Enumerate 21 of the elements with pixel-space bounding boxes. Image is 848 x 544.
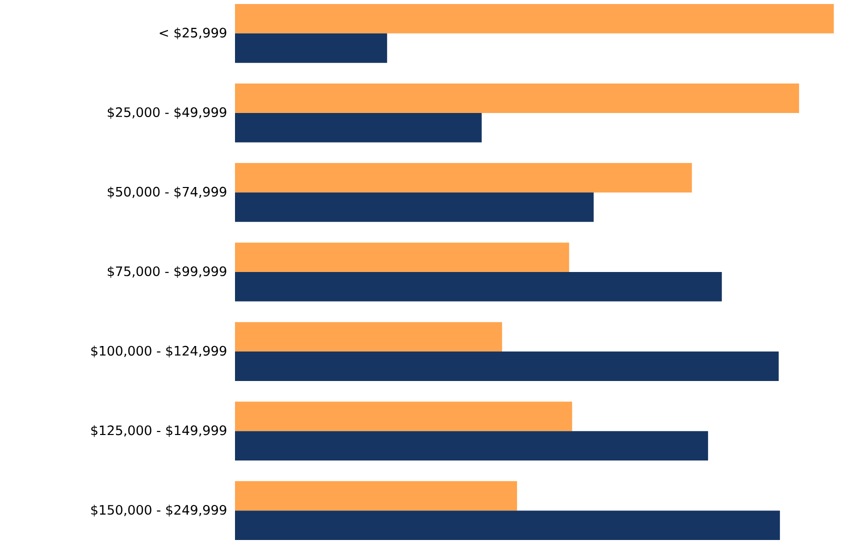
bar xyxy=(235,352,779,381)
y-tick-label: $100,000 - $124,999 xyxy=(91,346,226,358)
bar xyxy=(235,322,502,352)
bar xyxy=(235,510,780,540)
bar xyxy=(235,84,800,113)
bar xyxy=(235,242,570,272)
y-tick-label: $125,000 - $149,999 xyxy=(91,425,226,437)
y-tick-label: $50,000 - $74,999 xyxy=(108,186,226,198)
bar xyxy=(235,192,594,222)
bar xyxy=(235,4,834,34)
y-tick-label: $25,000 - $49,999 xyxy=(108,107,226,119)
bar xyxy=(235,431,708,460)
bar xyxy=(235,481,518,511)
bar xyxy=(235,402,572,432)
bar xyxy=(235,163,692,192)
y-tick-label: $150,000 - $249,999 xyxy=(91,504,226,516)
y-tick-label: < $25,999 xyxy=(160,28,226,40)
bar xyxy=(235,33,388,63)
bar xyxy=(235,112,482,142)
y-tick-label: $75,000 - $99,999 xyxy=(108,266,226,278)
bar xyxy=(235,272,722,302)
